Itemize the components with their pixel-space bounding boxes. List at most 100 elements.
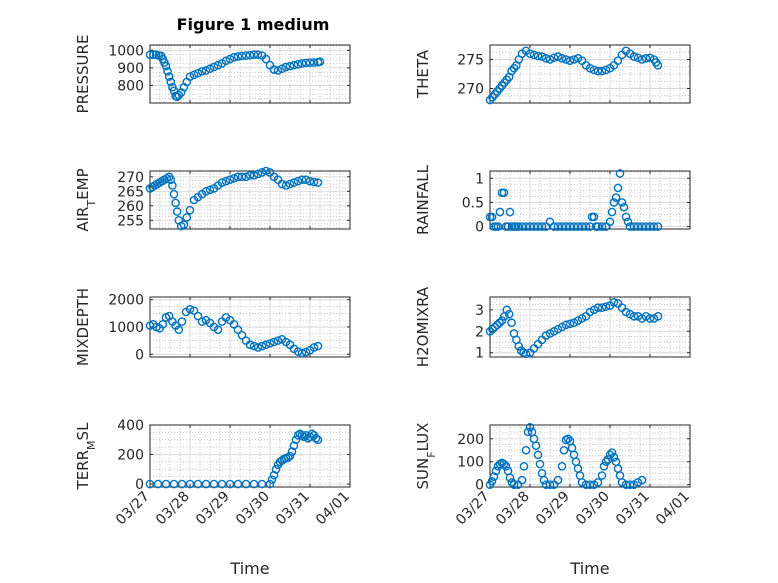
data-point: [581, 222, 591, 231]
x-axis-label: Time: [569, 559, 609, 578]
data-point: [495, 207, 505, 217]
data-point: [277, 179, 287, 189]
data-point: [509, 480, 519, 490]
data-point: [545, 480, 555, 490]
data-point: [593, 66, 603, 76]
data-point: [201, 186, 211, 196]
data-point: [645, 222, 655, 231]
y-tick-label: 255: [117, 213, 144, 229]
data-point: [229, 173, 239, 183]
data-point: [492, 320, 502, 330]
data-point: [605, 217, 615, 227]
data-point: [277, 64, 287, 74]
data-point: [619, 202, 629, 212]
data-point: [649, 222, 659, 231]
y-tick-label: 1000: [108, 43, 144, 59]
data-point: [653, 222, 663, 231]
data-point: [148, 50, 158, 59]
data-point: [541, 480, 551, 490]
data-point: [521, 445, 531, 455]
data-point: [281, 62, 291, 72]
data-point: [166, 175, 176, 184]
data-point: [539, 475, 549, 485]
data-point: [561, 320, 571, 330]
data-point: [553, 52, 563, 61]
data-point: [293, 60, 303, 69]
data-point: [261, 340, 271, 350]
y-tick-label: 2: [475, 324, 484, 340]
y-tick-label: 260: [117, 199, 144, 215]
data-point: [501, 462, 511, 471]
axes-frame: [489, 424, 691, 488]
data-point: [145, 50, 155, 59]
y-axis-label: SUNFLUX: [414, 423, 438, 490]
data-point: [581, 480, 591, 490]
data-point: [233, 479, 243, 489]
data-point: [499, 188, 509, 198]
data-point: [257, 341, 267, 351]
data-point: [557, 54, 567, 63]
data-point: [609, 452, 619, 462]
data-point: [283, 453, 293, 462]
data-point: [613, 56, 623, 65]
data-point: [545, 55, 555, 64]
data-point: [301, 347, 311, 357]
data-point: [237, 51, 247, 61]
data-point: [597, 471, 607, 480]
data-point: [185, 304, 195, 314]
data-point: [185, 205, 195, 215]
data-point: [201, 66, 211, 75]
data-point: [525, 49, 535, 59]
data-point: [311, 433, 321, 443]
data-point: [261, 166, 271, 176]
data-point: [237, 330, 247, 340]
data-point: [497, 316, 507, 325]
data-point: [241, 479, 251, 489]
data-point: [289, 60, 299, 70]
data-point: [273, 66, 283, 75]
subplot-rainfall: 0 0.5 1 RAINFALL: [414, 164, 691, 236]
data-point: [261, 54, 271, 64]
y-axis-label: PRESSURE: [74, 35, 92, 114]
data-point: [493, 222, 503, 231]
axes-frame: [149, 170, 351, 230]
data-point: [514, 341, 524, 351]
data-point: [177, 317, 187, 326]
data-point: [637, 55, 647, 64]
data-point: [153, 479, 163, 489]
data-point: [309, 343, 319, 352]
data-point: [557, 222, 567, 231]
data-point: [174, 90, 184, 100]
data-point: [271, 464, 281, 474]
data-point: [535, 459, 545, 469]
y-tick-label: 275: [457, 53, 484, 69]
y-tick-label: 2000: [108, 293, 144, 309]
data-point: [529, 50, 539, 60]
y-tick-label: 100: [457, 455, 484, 471]
data-point: [253, 169, 263, 179]
data-point: [241, 172, 251, 182]
data-point: [565, 319, 575, 329]
data-point: [249, 341, 259, 351]
data-point: [597, 303, 607, 313]
y-tick-label: 0: [475, 478, 484, 494]
data-point: [161, 479, 171, 489]
data-point: [309, 177, 319, 187]
data-point: [521, 349, 531, 359]
data-point: [193, 68, 203, 78]
data-point: [597, 222, 607, 231]
axes-frame: [489, 44, 691, 104]
data-point: [225, 479, 235, 489]
data-point: [166, 77, 176, 87]
data-point: [533, 450, 543, 460]
data-point: [257, 479, 267, 489]
data-point: [507, 318, 516, 328]
data-point: [209, 479, 219, 489]
data-point: [499, 459, 509, 469]
y-axis-label: THETA: [414, 49, 432, 99]
y-tick-label: 0.5: [462, 195, 484, 211]
axes-frame: [149, 424, 351, 488]
data-point: [285, 179, 295, 189]
